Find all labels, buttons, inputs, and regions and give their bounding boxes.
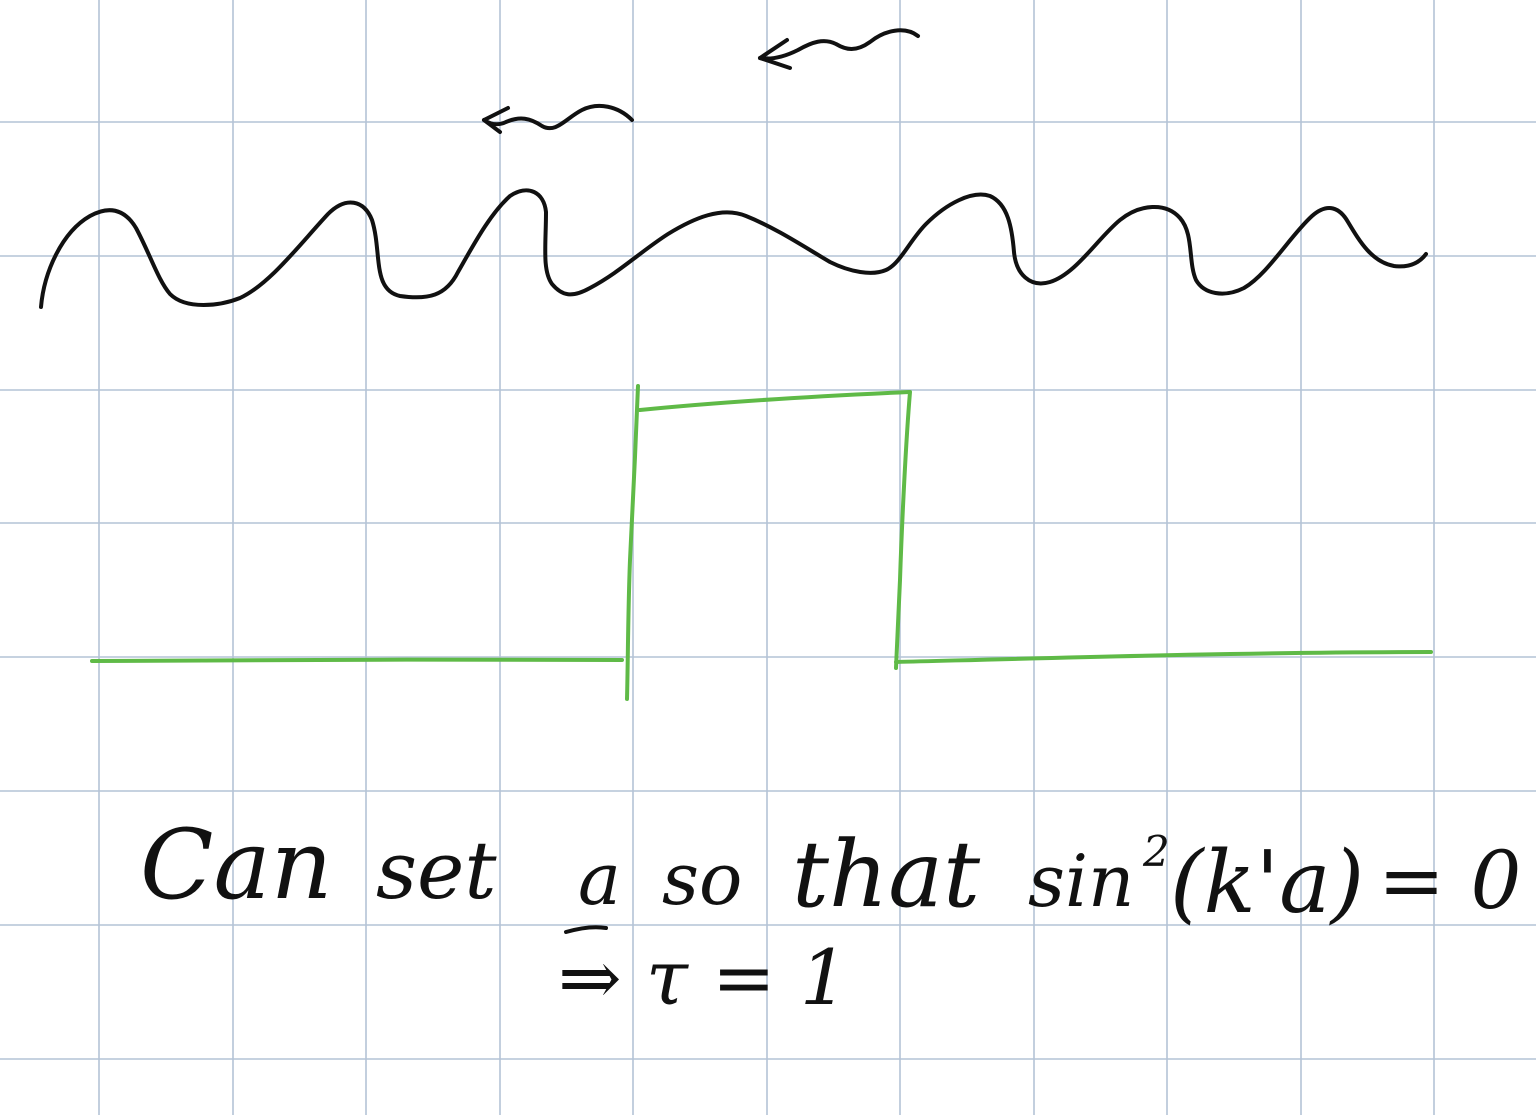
handwritten-line-1: Can set a so that sin 2 (k'a) = 0	[140, 809, 1521, 934]
word-so: so	[662, 837, 742, 921]
handwritten-line-2: ⇒ τ = 1	[558, 933, 848, 1022]
barrier-right-floor	[894, 650, 1433, 664]
argument-k-prime-a: (k'a)	[1170, 833, 1364, 933]
potential-barrier	[90, 384, 1433, 701]
wave-arrow-left	[482, 103, 634, 134]
equals-zero: = 0	[1378, 834, 1521, 927]
underline-a	[564, 925, 608, 934]
variable-a: a	[578, 837, 621, 921]
word-can: Can	[140, 809, 333, 921]
barrier-left-wall	[625, 384, 640, 701]
word-that: that	[792, 821, 981, 928]
wave-arrow-right	[758, 28, 920, 70]
wavefunction-curve	[39, 188, 1428, 309]
word-set: set	[376, 824, 497, 917]
barrier-left-floor	[90, 657, 624, 663]
superscript-2: 2	[1142, 827, 1170, 876]
word-sin: sin	[1028, 839, 1134, 923]
barrier-top	[638, 390, 911, 412]
barrier-right-wall	[894, 390, 912, 670]
